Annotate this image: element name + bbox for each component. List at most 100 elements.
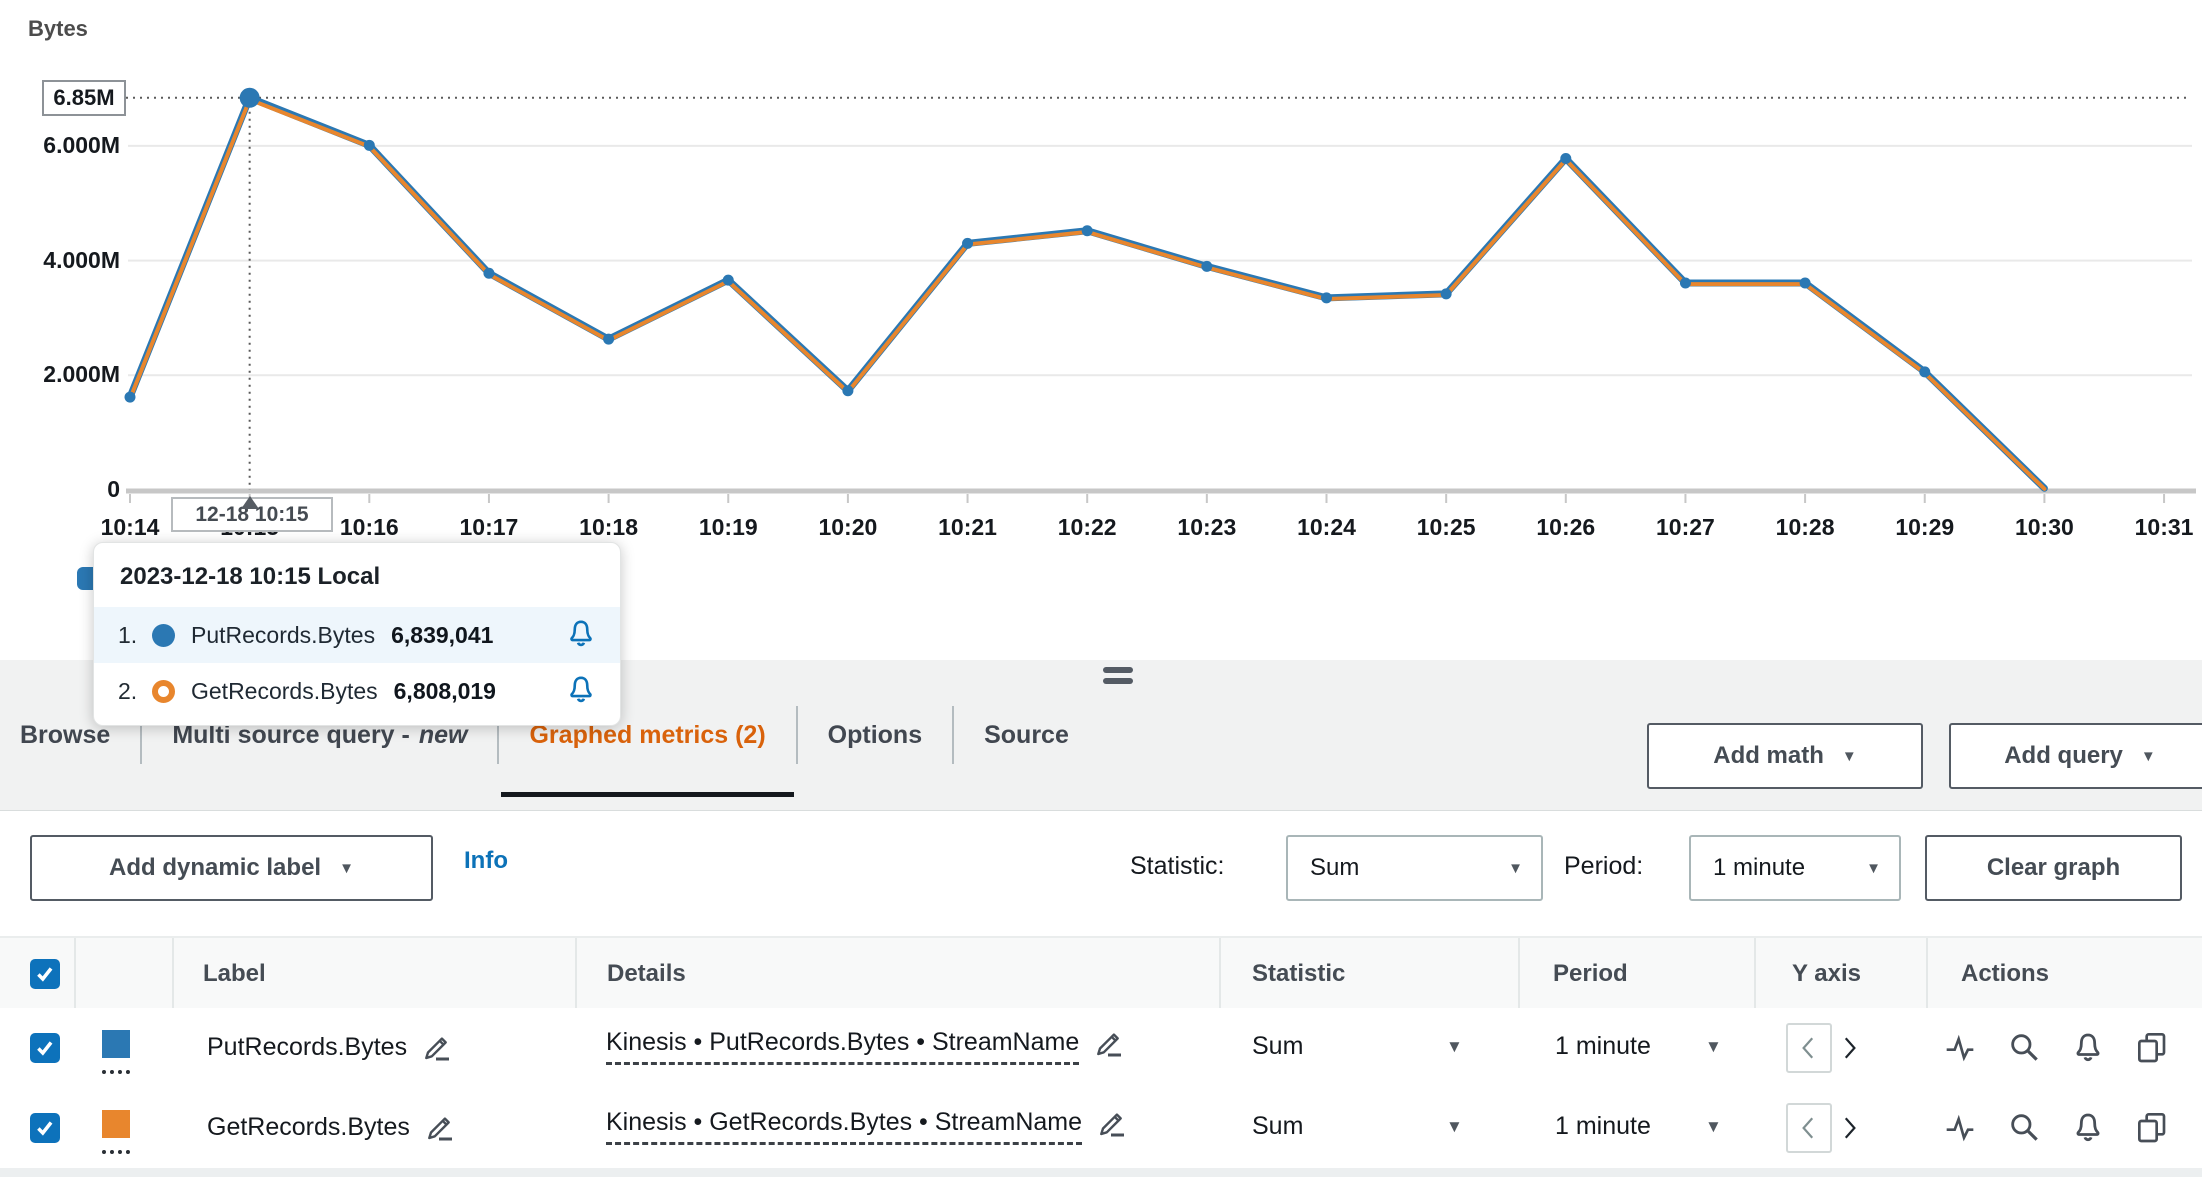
- action-graph-metric[interactable]: [1944, 1031, 1976, 1068]
- tab-label: Source: [984, 720, 1069, 749]
- series-color-swatch[interactable]: [102, 1030, 130, 1058]
- search-zoom-icon[interactable]: [2008, 1111, 2040, 1143]
- column-header-y-axis: Y axis: [1792, 960, 1861, 987]
- graph-controls-band: Add dynamic label ▼ Info Statistic: Sum …: [0, 811, 2202, 935]
- clear-graph-button[interactable]: Clear graph: [1925, 835, 2182, 901]
- period-select[interactable]: 1 minute ▼: [1689, 835, 1901, 901]
- y-axis-left-toggle[interactable]: [1786, 1023, 1832, 1073]
- metric-label-cell: GetRecords.Bytes: [207, 1112, 454, 1142]
- tooltip-rank: 2.: [118, 677, 138, 704]
- y-axis-left-toggle[interactable]: [1786, 1103, 1832, 1153]
- duplicate-icon[interactable]: [2136, 1031, 2168, 1063]
- statistic-caret-icon[interactable]: ▼: [1446, 1037, 1463, 1056]
- alarm-bell-icon[interactable]: [566, 674, 596, 704]
- alarm-bell-icon[interactable]: [566, 618, 596, 648]
- tab-label: Browse: [20, 720, 111, 749]
- y-tick-label: 4.000M: [43, 246, 120, 273]
- line-chart-plot[interactable]: [0, 0, 2202, 660]
- row-checkbox[interactable]: [30, 1033, 60, 1063]
- action-create-alarm[interactable]: [2072, 1031, 2104, 1068]
- action-create-alarm[interactable]: [2072, 1111, 2104, 1148]
- x-tick-label: 10:26: [1536, 514, 1596, 540]
- y-axis-right-toggle[interactable]: [1836, 1103, 1862, 1153]
- add-math-button[interactable]: Add math ▼: [1647, 723, 1923, 789]
- add-query-label: Add query: [2004, 742, 2123, 769]
- swatch-dotted-underline: [102, 1070, 130, 1074]
- x-tick-label: 10:25: [1416, 514, 1476, 540]
- statistic-label: Statistic:: [1130, 852, 1225, 880]
- tooltip-title: 2023-12-18 10:15 Local: [120, 563, 381, 590]
- y-tick-label: 0: [107, 476, 120, 502]
- chevron-down-icon: ▼: [1841, 747, 1857, 765]
- column-separator: [1518, 938, 1520, 1010]
- swatch-dotted-underline: [102, 1150, 130, 1154]
- metric-label: PutRecords.Bytes: [207, 1032, 408, 1061]
- y-axis-right-toggle[interactable]: [1836, 1023, 1862, 1073]
- x-tick-label: 10:18: [579, 514, 638, 540]
- panel-resize-handle[interactable]: [1103, 667, 1133, 689]
- row-statistic-value[interactable]: Sum: [1252, 1112, 1304, 1140]
- edit-pencil-icon[interactable]: [424, 1112, 454, 1142]
- tab-browse[interactable]: Browse: [0, 660, 140, 810]
- x-tick-label: 10:29: [1895, 514, 1955, 540]
- edit-pencil-icon[interactable]: [1096, 1108, 1126, 1138]
- action-search-metric[interactable]: [2008, 1031, 2040, 1068]
- y-tick-label: 6.000M: [43, 131, 120, 158]
- row-period-value[interactable]: 1 minute: [1555, 1032, 1651, 1060]
- chevron-down-icon: ▼: [1866, 859, 1881, 877]
- x-tick-label: 10:14: [100, 514, 160, 540]
- add-query-button[interactable]: Add query ▼: [1949, 723, 2202, 789]
- x-tick-label: 10:20: [818, 514, 878, 540]
- period-caret-icon[interactable]: ▼: [1705, 1037, 1722, 1056]
- column-header-label: Label: [203, 960, 266, 987]
- graph-pulse-icon[interactable]: [1944, 1111, 1976, 1143]
- graph-pulse-icon[interactable]: [1944, 1031, 1976, 1063]
- alarm-bell-icon[interactable]: [2072, 1111, 2104, 1143]
- y-axis-left-icon: [1802, 1037, 1814, 1059]
- x-tick-label: 10:28: [1775, 514, 1835, 540]
- series-marker-icon: [152, 623, 175, 647]
- statistic-caret-icon[interactable]: ▼: [1446, 1117, 1463, 1136]
- tooltip-series-row: 2. GetRecords.Bytes 6,808,019: [94, 663, 620, 719]
- statistic-select[interactable]: Sum ▼: [1286, 835, 1543, 901]
- action-graph-metric[interactable]: [1944, 1111, 1976, 1148]
- column-header-period: Period: [1553, 960, 1628, 987]
- tooltip-series-value: 6,808,019: [393, 677, 496, 704]
- tab-options[interactable]: Options: [798, 660, 952, 810]
- alarm-bell-icon[interactable]: [2072, 1031, 2104, 1063]
- metric-row: PutRecords.Bytes Kinesis • PutRecords.Byt…: [0, 1008, 2202, 1089]
- tab-separator: [497, 706, 500, 764]
- y-axis-right-icon: [1844, 1117, 1856, 1139]
- info-link[interactable]: Info: [464, 847, 508, 874]
- action-duplicate-metric[interactable]: [2136, 1111, 2168, 1148]
- column-separator: [1926, 938, 1928, 1010]
- row-period-value[interactable]: 1 minute: [1555, 1112, 1651, 1140]
- duplicate-icon[interactable]: [2136, 1111, 2168, 1143]
- tab-source[interactable]: Source: [954, 660, 1099, 810]
- row-statistic-value[interactable]: Sum: [1252, 1032, 1304, 1060]
- metric-label-cell: PutRecords.Bytes: [207, 1032, 451, 1062]
- edit-pencil-icon[interactable]: [421, 1032, 451, 1062]
- add-dynamic-label-text: Add dynamic label: [109, 854, 322, 881]
- tab-separator: [952, 706, 955, 764]
- edit-pencil-icon[interactable]: [1093, 1028, 1123, 1058]
- metric-details[interactable]: Kinesis • GetRecords.Bytes • StreamName: [606, 1108, 1083, 1145]
- period-caret-icon[interactable]: ▼: [1705, 1117, 1722, 1136]
- x-tick-label: 10:27: [1656, 514, 1715, 540]
- metric-details[interactable]: Kinesis • PutRecords.Bytes • StreamName: [606, 1028, 1080, 1065]
- create-alarm-button[interactable]: [566, 674, 596, 709]
- create-alarm-button[interactable]: [566, 618, 596, 653]
- search-zoom-icon[interactable]: [2008, 1031, 2040, 1063]
- tooltip-series-row: 1. PutRecords.Bytes 6,839,041: [94, 607, 620, 663]
- x-tick-label: 10:22: [1057, 514, 1117, 540]
- select-all-checkbox[interactable]: [30, 959, 60, 989]
- action-search-metric[interactable]: [2008, 1111, 2040, 1148]
- series-marker-icon: [152, 679, 175, 703]
- action-duplicate-metric[interactable]: [2136, 1031, 2168, 1068]
- x-tick-label: 10:24: [1297, 514, 1356, 540]
- series-color-swatch[interactable]: [102, 1110, 130, 1138]
- column-separator: [1219, 938, 1221, 1010]
- row-checkbox[interactable]: [30, 1113, 60, 1143]
- add-dynamic-label-button[interactable]: Add dynamic label ▼: [30, 835, 433, 901]
- tooltip-rank: 1.: [118, 621, 138, 648]
